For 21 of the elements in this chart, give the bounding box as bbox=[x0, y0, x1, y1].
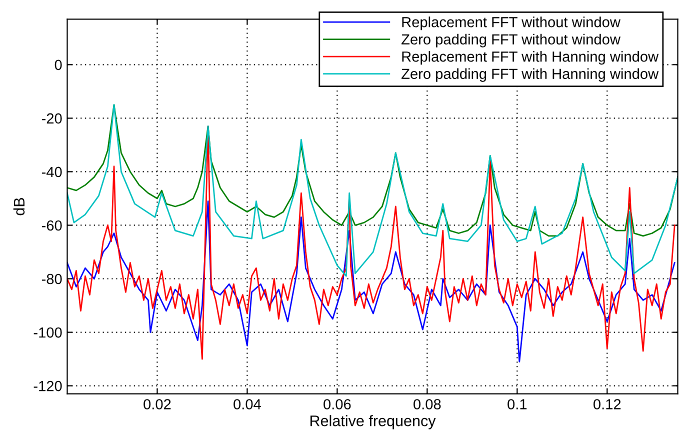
line-series bbox=[67, 200, 676, 362]
x-tick-label: 0.1 bbox=[508, 399, 527, 410]
y-axis-title: dB bbox=[13, 198, 25, 216]
x-axis-title: Relative frequency bbox=[310, 415, 436, 430]
y-tick-label: -40 bbox=[42, 166, 62, 178]
y-tick-label: 0 bbox=[54, 60, 62, 70]
legend-label: Zero padding FFT without window bbox=[402, 34, 621, 48]
legend-label: Zero padding FFT with Hanning window bbox=[402, 68, 659, 82]
x-tick-label: 0.08 bbox=[414, 399, 441, 410]
y-tick-label: -20 bbox=[42, 113, 62, 124]
y-tick-label: -80 bbox=[42, 274, 62, 284]
y-tick-label: -60 bbox=[42, 220, 62, 231]
legend-label: Replacement FFT without window bbox=[402, 16, 620, 30]
legend-label: Replacement FFT with Hanning window bbox=[402, 51, 659, 65]
x-tick-label: 0.04 bbox=[234, 399, 261, 410]
line-series bbox=[67, 104, 678, 277]
y-tick-label: -120 bbox=[34, 380, 62, 392]
x-tick-label: 0.12 bbox=[594, 399, 621, 410]
x-tick-label: 0.02 bbox=[144, 399, 171, 410]
y-tick-label: -100 bbox=[34, 327, 62, 338]
x-tick-label: 0.06 bbox=[324, 399, 351, 410]
